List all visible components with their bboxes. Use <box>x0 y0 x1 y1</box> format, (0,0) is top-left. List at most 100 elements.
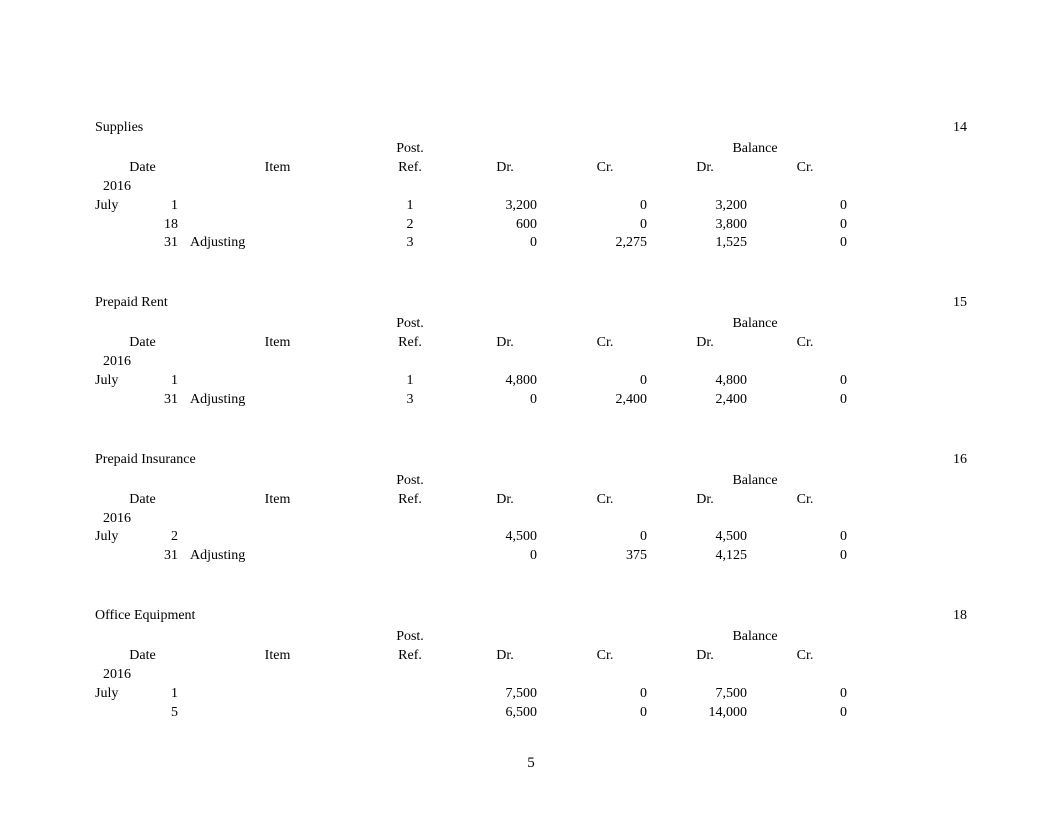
ledger-header-group: Post. Balance <box>95 628 967 647</box>
entry-cr: 0 <box>555 704 655 723</box>
entry-day: 1 <box>135 372 190 391</box>
ledger-account: Supplies14Post.BalanceDateItemRef.Dr.Cr.… <box>95 120 967 253</box>
ledger-header-row: DateItemRef.Dr.Cr.Dr.Cr. <box>95 647 967 666</box>
header-balance-dr: Dr. <box>655 159 755 178</box>
entry-balance-cr: 0 <box>755 547 855 566</box>
entry-balance-cr: 0 <box>755 528 855 547</box>
header-balance-cr: Cr. <box>755 334 855 353</box>
account-number: 15 <box>953 295 967 311</box>
entry-ref: 1 <box>365 372 455 391</box>
header-date: Date <box>95 334 190 353</box>
account-name: Prepaid Rent <box>95 295 168 311</box>
ledger-year: 2016 <box>95 666 967 685</box>
entry-dr: 0 <box>455 547 555 566</box>
header-post: Post. <box>365 628 455 647</box>
entry-dr: 600 <box>455 216 555 235</box>
header-cr: Cr. <box>555 491 655 510</box>
entry-balance-cr: 0 <box>755 391 855 410</box>
ledger-title-row: Office Equipment 18 <box>95 608 967 624</box>
entry-dr: 4,800 <box>455 372 555 391</box>
entry-dr: 3,200 <box>455 197 555 216</box>
entry-month: July <box>95 528 135 547</box>
ledger-year: 2016 <box>95 353 967 372</box>
ledger-title-row: Supplies14 <box>95 120 967 136</box>
ledger-entry-row: 31Adjusting03754,1250 <box>95 547 967 566</box>
header-ref: Ref. <box>365 491 455 510</box>
entry-balance-dr: 4,125 <box>655 547 755 566</box>
entry-day: 31 <box>135 234 190 253</box>
entry-cr: 0 <box>555 197 655 216</box>
entry-balance-dr: 14,000 <box>655 704 755 723</box>
header-dr: Dr. <box>455 491 555 510</box>
header-post: Post. <box>365 315 455 334</box>
header-balance-dr: Dr. <box>655 334 755 353</box>
entry-balance-cr: 0 <box>755 372 855 391</box>
entry-day: 31 <box>135 547 190 566</box>
entry-dr: 4,500 <box>455 528 555 547</box>
ledger-header-row: DateItemRef.Dr.Cr.Dr.Cr. <box>95 491 967 510</box>
entry-cr: 0 <box>555 685 655 704</box>
entry-ref: 3 <box>365 234 455 253</box>
ledger-account: Prepaid Rent15Post.BalanceDateItemRef.Dr… <box>95 295 967 409</box>
header-balance-cr: Cr. <box>755 159 855 178</box>
entry-item: Adjusting <box>190 391 365 410</box>
entry-day: 2 <box>135 528 190 547</box>
entry-cr: 0 <box>555 372 655 391</box>
entry-day: 31 <box>135 391 190 410</box>
entry-ref: 1 <box>365 197 455 216</box>
entry-cr: 2,400 <box>555 391 655 410</box>
header-dr: Dr. <box>455 159 555 178</box>
header-ref: Ref. <box>365 647 455 666</box>
header-balance: Balance <box>655 315 855 334</box>
entry-item: Adjusting <box>190 234 365 253</box>
header-post: Post. <box>365 472 455 491</box>
account-number: 18 <box>953 608 967 624</box>
ledger-header-group: Post. Balance <box>95 472 967 491</box>
header-cr: Cr. <box>555 647 655 666</box>
account-number: 16 <box>953 452 967 468</box>
ledger-title-row: Prepaid Rent 15 <box>95 295 967 311</box>
entry-dr: 7,500 <box>455 685 555 704</box>
ledger-account: Prepaid Insurance16Post.BalanceDateItemR… <box>95 452 967 566</box>
ledger-entry-row: July114,80004,8000 <box>95 372 967 391</box>
entry-ref: 3 <box>365 391 455 410</box>
header-post: Post. <box>365 140 455 159</box>
entry-balance-dr: 3,200 <box>655 197 755 216</box>
account-name: Office Equipment <box>95 608 195 624</box>
ledgers-container: Supplies14Post.BalanceDateItemRef.Dr.Cr.… <box>95 120 967 723</box>
page-number: 5 <box>0 755 1062 772</box>
entry-day: 18 <box>135 216 190 235</box>
ledger-title-row: Prepaid Insurance16 <box>95 452 967 468</box>
ledger-header-group: Post. Balance <box>95 315 967 334</box>
header-balance: Balance <box>655 472 855 491</box>
entry-day: 1 <box>135 197 190 216</box>
ledger-entry-row: 31Adjusting302,4002,4000 <box>95 391 967 410</box>
header-date: Date <box>95 647 190 666</box>
header-cr: Cr. <box>555 159 655 178</box>
entry-cr: 0 <box>555 216 655 235</box>
header-balance: Balance <box>655 628 855 647</box>
entry-balance-dr: 1,525 <box>655 234 755 253</box>
ledger-entry-row: July113,20003,2000 <box>95 197 967 216</box>
entry-balance-cr: 0 <box>755 704 855 723</box>
entry-dr: 0 <box>455 391 555 410</box>
entry-cr: 2,275 <box>555 234 655 253</box>
header-dr: Dr. <box>455 647 555 666</box>
entry-month: July <box>95 372 135 391</box>
header-balance-dr: Dr. <box>655 647 755 666</box>
ledger-year: 2016 <box>95 510 967 529</box>
entry-balance-dr: 4,800 <box>655 372 755 391</box>
header-balance: Balance <box>655 140 855 159</box>
entry-balance-dr: 3,800 <box>655 216 755 235</box>
entry-dr: 6,500 <box>455 704 555 723</box>
header-date: Date <box>95 491 190 510</box>
account-name: Supplies <box>95 120 143 136</box>
header-item: Item <box>190 491 365 510</box>
ledger-account: Office Equipment 18 Post. BalanceDateItemRe… <box>95 608 967 722</box>
entry-month: July <box>95 197 135 216</box>
entry-balance-cr: 0 <box>755 197 855 216</box>
entry-balance-cr: 0 <box>755 234 855 253</box>
ledger-header-group: Post. Balance <box>95 140 967 159</box>
ledger-entry-row: July24,50004,5000 <box>95 528 967 547</box>
entry-balance-cr: 0 <box>755 216 855 235</box>
